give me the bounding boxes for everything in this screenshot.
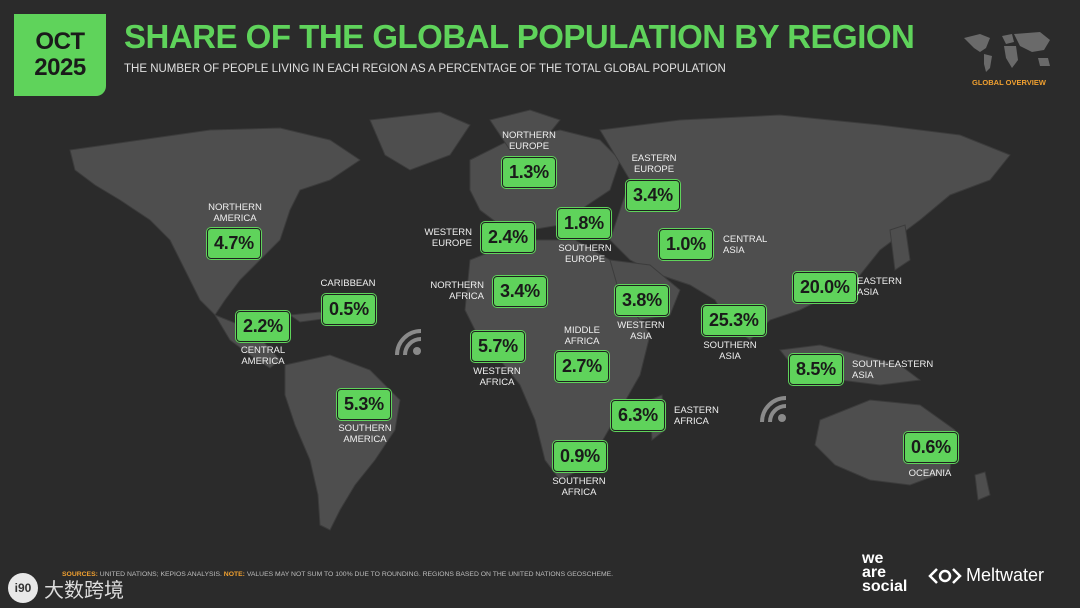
land-greenland — [369, 111, 471, 171]
region-label-middle-africa: MIDDLE AFRICA — [564, 325, 600, 347]
region-value-northern-europe: 1.3% — [502, 157, 556, 188]
sources-label: SOURCES: — [62, 571, 98, 578]
region-label-western-africa: WESTERN AFRICA — [473, 366, 521, 388]
land-asia — [599, 114, 1011, 341]
region-value-south-eastern-asia: 8.5% — [789, 354, 843, 385]
date-badge: OCT 2025 — [14, 14, 106, 96]
region-label-south-eastern-asia: SOUTH-EASTERN ASIA — [852, 359, 934, 381]
region-value-southern-america: 5.3% — [337, 389, 391, 420]
region-label-central-america: CENTRAL AMERICA — [240, 345, 286, 367]
signal-icon — [395, 329, 422, 356]
region-label-western-europe: WESTERN EUROPE — [424, 227, 473, 249]
land-australia — [814, 399, 956, 486]
region-label-southern-africa: SOUTHERN AFRICA — [552, 476, 606, 498]
meltwater-mark-icon — [928, 567, 962, 584]
region-label-northern-america: NORTHERN AMERICA — [208, 202, 262, 224]
note-text: VALUES MAY NOT SUM TO 100% DUE TO ROUNDI… — [244, 571, 614, 578]
region-value-southern-europe: 1.8% — [557, 208, 611, 239]
region-value-western-africa: 5.7% — [471, 331, 525, 362]
section-label: GLOBAL OVERVIEW — [972, 78, 1046, 87]
region-label-oceania: OCEANIA — [908, 468, 952, 479]
sources-text: UNITED NATIONS; KEPIOS ANALYSIS. — [97, 571, 224, 578]
date-month: OCT — [35, 28, 85, 55]
region-value-southern-asia: 25.3% — [702, 305, 766, 336]
region-label-eastern-asia: EASTERN ASIA — [857, 276, 902, 298]
region-label-northern-europe: NORTHERN EUROPE — [502, 130, 556, 152]
note-label: NOTE: — [223, 571, 245, 578]
region-label-caribbean: CARIBBEAN — [320, 278, 376, 289]
land-scandinavia — [489, 109, 561, 151]
region-label-northern-africa: NORTHERN AFRICA — [430, 280, 484, 302]
region-label-southern-europe: SOUTHERN EUROPE — [558, 243, 612, 265]
signal-icon — [760, 396, 787, 423]
region-value-western-asia: 3.8% — [615, 285, 669, 316]
region-value-central-america: 2.2% — [236, 311, 290, 342]
region-label-eastern-europe: EASTERN EUROPE — [631, 153, 677, 175]
region-value-western-europe: 2.4% — [481, 222, 535, 253]
page-subtitle: THE NUMBER OF PEOPLE LIVING IN EACH REGI… — [124, 63, 726, 75]
region-value-middle-africa: 2.7% — [555, 351, 609, 382]
region-value-central-asia: 1.0% — [659, 229, 713, 260]
watermark-icon: i90 — [8, 573, 38, 603]
we-are-social-logo: we are social — [862, 550, 908, 595]
page-title: SHARE OF THE GLOBAL POPULATION BY REGION — [124, 18, 915, 55]
region-value-eastern-europe: 3.4% — [626, 180, 680, 211]
meltwater-logo: Meltwater — [928, 565, 1044, 586]
land-new-zealand — [974, 471, 991, 501]
region-value-northern-africa: 3.4% — [493, 276, 547, 307]
date-year: 2025 — [34, 54, 86, 81]
land-north-america — [69, 127, 361, 316]
region-value-eastern-asia: 20.0% — [793, 272, 857, 303]
footer-sources: SOURCES: UNITED NATIONS; KEPIOS ANALYSIS… — [62, 571, 613, 578]
region-value-southern-africa: 0.9% — [553, 441, 607, 472]
region-label-southern-asia: SOUTHERN ASIA — [703, 340, 757, 362]
region-label-central-asia: CENTRAL ASIA — [723, 234, 768, 256]
region-value-oceania: 0.6% — [904, 432, 958, 463]
region-label-eastern-africa: EASTERN AFRICA — [674, 405, 719, 427]
region-value-northern-america: 4.7% — [207, 228, 261, 259]
region-label-southern-america: SOUTHERN AMERICA — [338, 423, 392, 445]
watermark-text: 大数跨境 — [44, 579, 124, 602]
watermark: i90 大数跨境 — [8, 573, 124, 603]
region-value-caribbean: 0.5% — [322, 294, 376, 325]
mini-world-map-icon — [964, 32, 1050, 72]
region-label-western-asia: WESTERN ASIA — [617, 320, 665, 342]
region-value-eastern-africa: 6.3% — [611, 400, 665, 431]
meltwater-wordmark: Meltwater — [966, 565, 1045, 585]
land-japan — [889, 224, 911, 271]
